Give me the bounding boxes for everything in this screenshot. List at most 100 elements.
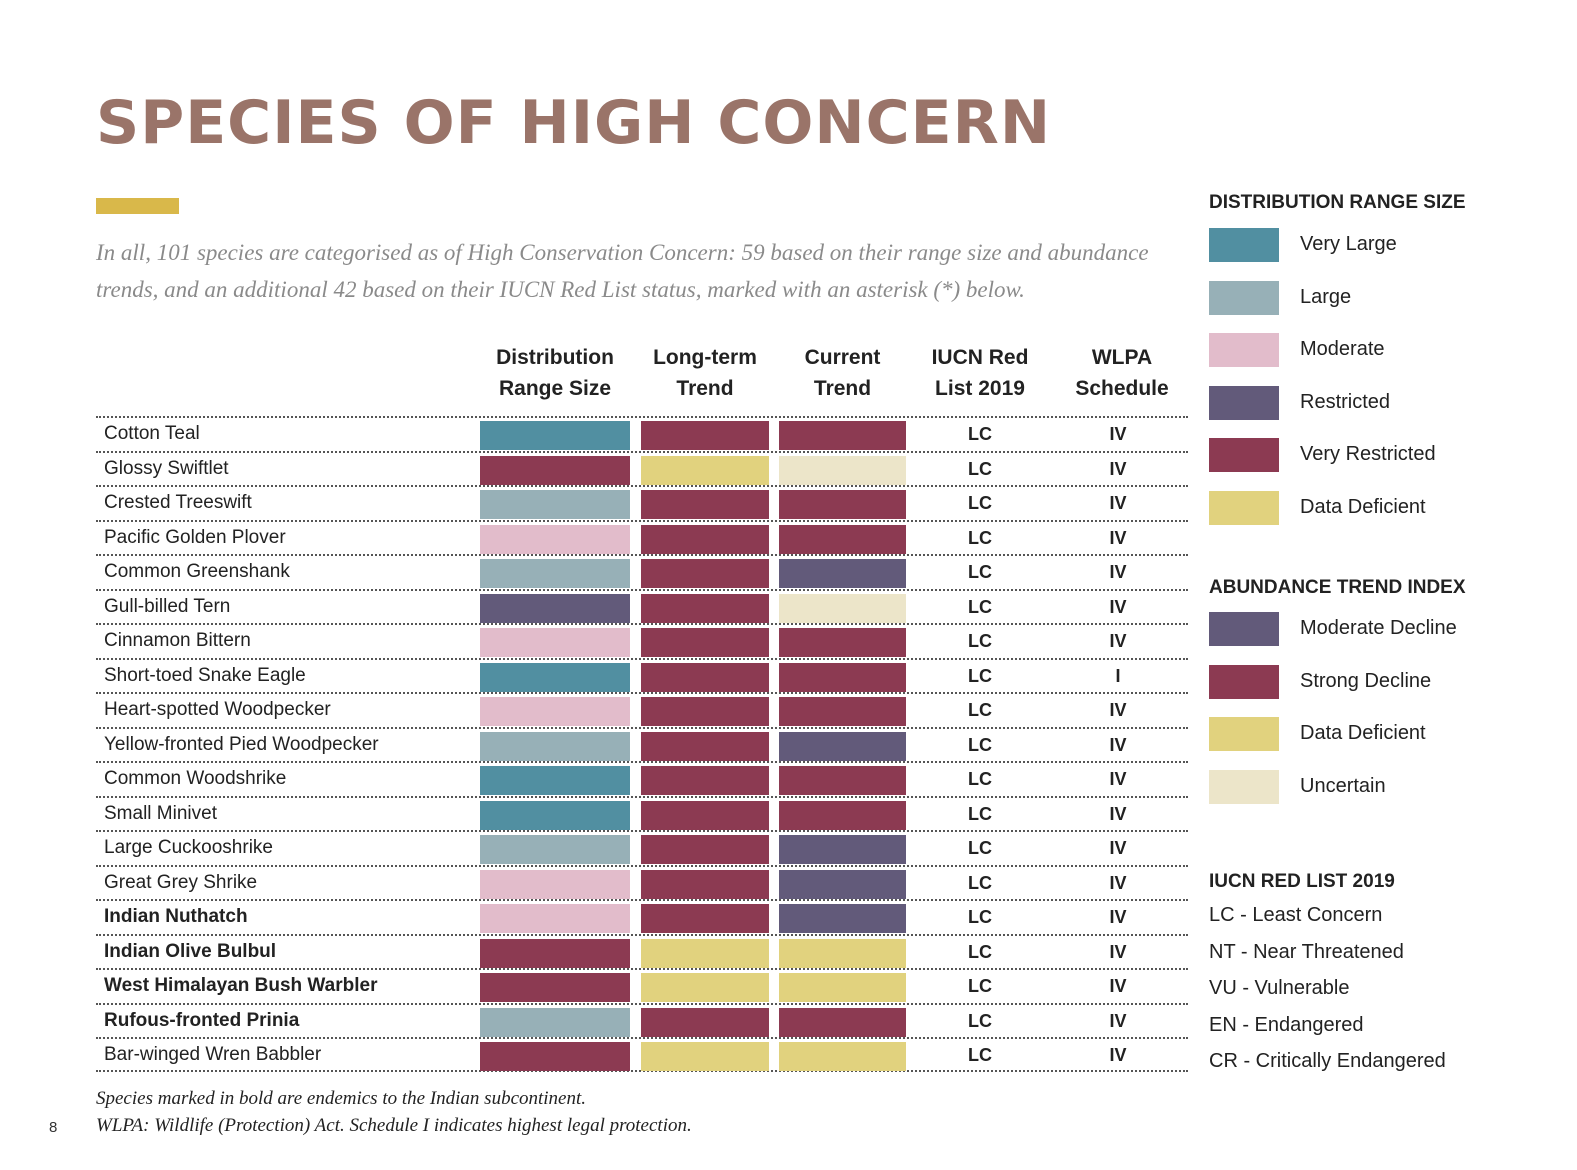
species-name: Gull-billed Tern — [104, 595, 231, 617]
range-size-cell — [480, 938, 630, 968]
range-size-cell — [480, 524, 630, 554]
iucn-status: LC — [968, 838, 992, 858]
wlpa-schedule: IV — [1109, 458, 1127, 479]
wlpa-schedule: IV — [1109, 941, 1127, 962]
page-number: 8 — [49, 1119, 58, 1136]
iucn-status: LC — [968, 596, 992, 617]
current-trend-cell — [779, 904, 906, 933]
range-size-cell — [480, 455, 630, 485]
table-row: Cotton Teal LC IV — [96, 416, 1188, 451]
legend-range-swatch — [1209, 385, 1279, 420]
column-header-range: Distribution Range Size — [496, 346, 614, 400]
wlpa-schedule: I — [1115, 665, 1121, 686]
current-trend-cell — [779, 662, 906, 692]
longterm-trend-cell — [641, 938, 769, 968]
iucn-status: LC — [968, 941, 992, 962]
legend-range-swatch — [1209, 333, 1279, 367]
page-title: SPECIES OF HIGH CONCERN — [96, 88, 1052, 158]
legend-iucn-title: IUCN RED LIST 2019 — [1209, 871, 1395, 892]
species-name: Short-toed Snake Eagle — [104, 664, 306, 686]
longterm-trend-cell — [641, 421, 769, 450]
legend-iucn-item: CR - Critically Endangered — [1209, 1050, 1446, 1072]
range-size-cell — [480, 835, 630, 864]
iucn-status: LC — [968, 907, 992, 927]
iucn-status: LC — [968, 527, 992, 548]
range-size-cell — [480, 869, 630, 899]
table-row: Small Minivet LC IV — [96, 795, 1188, 831]
legend-iucn-item: VU - Vulnerable — [1209, 977, 1350, 999]
species-name: Common Woodshrike — [104, 768, 287, 789]
current-trend-cell — [779, 490, 906, 519]
iucn-status: LC — [968, 665, 992, 686]
range-size-cell — [480, 904, 630, 933]
species-name: Common Greenshank — [104, 561, 290, 582]
table-row: Crested Treeswift LC IV — [96, 485, 1188, 520]
range-size-cell — [480, 766, 630, 795]
column-header-longterm: Long-term Trend — [653, 346, 757, 400]
current-trend-cell — [779, 800, 906, 830]
iucn-status: LC — [968, 562, 992, 582]
longterm-trend-cell — [641, 766, 769, 795]
wlpa-schedule: IV — [1109, 562, 1127, 582]
current-trend-cell — [779, 524, 906, 554]
wlpa-schedule: IV — [1109, 424, 1127, 444]
species-name: Crested Treeswift — [104, 492, 252, 513]
legend-range-swatch — [1209, 228, 1279, 262]
longterm-trend-cell — [641, 835, 769, 864]
intro-line-2: trends, and an additional 42 based on th… — [96, 277, 1025, 302]
table-row: Indian Olive Bulbul LC IV — [96, 933, 1188, 969]
longterm-trend-cell — [641, 904, 769, 933]
legend-range-swatch — [1209, 490, 1279, 525]
longterm-trend-cell — [641, 455, 769, 485]
longterm-trend-cell — [641, 593, 769, 623]
column-header-wlpa: WLPA Schedule — [1075, 346, 1169, 400]
current-trend-cell — [779, 455, 906, 485]
legend-trend-swatch — [1209, 664, 1279, 699]
longterm-trend-cell — [641, 869, 769, 899]
current-trend-cell — [779, 628, 906, 657]
species-table: Cotton Teal LC IV Glossy Swiftlet LC IV Creste… — [96, 416, 1188, 1072]
range-size-cell — [480, 697, 630, 726]
table-row: Common Woodshrike LC IV — [96, 761, 1188, 796]
wlpa-schedule: IV — [1109, 596, 1127, 617]
species-name: Small Minivet — [104, 802, 217, 824]
legend-iucn-item: EN - Endangered — [1209, 1013, 1364, 1036]
column-header-current: Current Trend — [804, 346, 881, 400]
column-header-iucn: IUCN Red List 2019 — [931, 346, 1029, 400]
table-row: Great Grey Shrike LC IV — [96, 864, 1188, 900]
iucn-status: LC — [968, 1010, 992, 1031]
iucn-status: LC — [968, 493, 992, 513]
range-size-cell — [480, 662, 630, 692]
species-name: West Himalayan Bush Warbler — [104, 975, 378, 996]
species-name: Bar-winged Wren Babbler — [104, 1044, 322, 1065]
range-size-cell — [480, 731, 630, 761]
footnote-endemics: Species marked in bold are endemics to t… — [96, 1088, 587, 1109]
range-size-cell — [480, 421, 630, 450]
current-trend-cell — [779, 697, 906, 726]
legend-range-label: Very Large — [1300, 233, 1397, 255]
current-trend-cell — [779, 559, 906, 588]
longterm-trend-cell — [641, 973, 769, 1002]
current-trend-cell — [779, 421, 906, 450]
wlpa-schedule: IV — [1109, 769, 1127, 789]
legend-trend-swatch — [1209, 717, 1279, 751]
species-name: Glossy Swiftlet — [104, 457, 229, 479]
wlpa-schedule: IV — [1109, 907, 1127, 927]
wlpa-schedule: IV — [1109, 872, 1127, 893]
species-name: Yellow-fronted Pied Woodpecker — [104, 733, 379, 755]
wlpa-schedule: IV — [1109, 493, 1127, 513]
longterm-trend-cell — [641, 524, 769, 554]
legend-range-title: DISTRIBUTION RANGE SIZE — [1209, 192, 1466, 213]
legend-range-label: Moderate — [1300, 338, 1385, 360]
wlpa-schedule: IV — [1109, 631, 1127, 651]
current-trend-cell — [779, 766, 906, 795]
legend-trend-label: Uncertain — [1300, 774, 1386, 797]
longterm-trend-cell — [641, 800, 769, 830]
longterm-trend-cell — [641, 731, 769, 761]
iucn-status: LC — [968, 1045, 992, 1065]
table-row: Gull-billed Tern LC IV — [96, 588, 1188, 624]
legend-range-label: Restricted — [1300, 390, 1391, 413]
range-size-cell — [480, 593, 630, 623]
iucn-status: LC — [968, 872, 992, 893]
species-name: Great Grey Shrike — [104, 871, 258, 893]
